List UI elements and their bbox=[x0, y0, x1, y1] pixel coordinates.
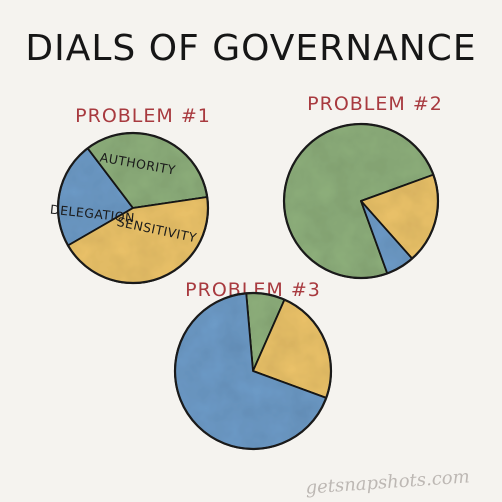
pie-1-title: PROBLEM #1 bbox=[75, 105, 211, 127]
pie-chart-3 bbox=[173, 291, 333, 451]
pie-chart-2 bbox=[282, 122, 440, 280]
pie-1-outline bbox=[56, 131, 210, 285]
pie-3-outline bbox=[173, 291, 333, 451]
pie-3-title: PROBLEM #3 bbox=[185, 279, 321, 301]
main-title: DIALS OF GOVERNANCE bbox=[25, 28, 476, 69]
pie-chart-1 bbox=[56, 131, 210, 285]
watermark: getsnapshots.com bbox=[305, 466, 470, 498]
pie-2-title: PROBLEM #2 bbox=[307, 93, 443, 115]
pie-2-outline bbox=[282, 122, 440, 280]
